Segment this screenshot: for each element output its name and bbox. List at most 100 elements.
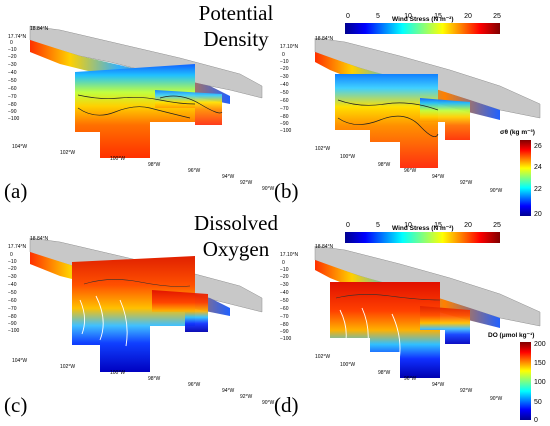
svg-text:−60: −60	[280, 306, 289, 312]
svg-text:−80: −80	[280, 114, 289, 120]
svg-text:92°W: 92°W	[460, 388, 473, 394]
oxygen-colorbar-ticks: 200 150 100 50 0	[534, 341, 546, 424]
lat-label-b1: 18.84°N	[315, 36, 334, 42]
svg-text:−80: −80	[280, 322, 289, 328]
contour-a3	[159, 95, 223, 114]
svg-text:−90: −90	[8, 321, 17, 327]
svg-text:−90: −90	[280, 121, 289, 127]
svg-text:100: 100	[534, 379, 546, 386]
svg-text:94°W: 94°W	[432, 174, 445, 180]
svg-text:−70: −70	[8, 306, 17, 312]
contour-b1	[337, 99, 439, 111]
svg-text:24: 24	[534, 164, 542, 171]
svg-text:25: 25	[493, 13, 501, 20]
svg-text:−80: −80	[8, 102, 17, 108]
oxygen-colorbar-label: DO (μmol kg⁻¹)	[488, 332, 534, 339]
svg-text:−100: −100	[280, 336, 291, 342]
contour-a2	[77, 106, 191, 119]
svg-text:−20: −20	[8, 266, 17, 272]
depth-axis-b: 0 −10 −20 −30 −40 −50 −60 −70 −80 −90 −1…	[280, 52, 291, 134]
wind-ticks-d: 0 5 10 15 20 25	[346, 222, 501, 229]
lat-label-d1: 18.84°N	[315, 244, 334, 250]
svg-text:−30: −30	[8, 62, 17, 68]
panel-label-b: (b)	[274, 179, 299, 203]
svg-text:0: 0	[346, 13, 350, 20]
section-a-main	[75, 64, 195, 158]
svg-text:−80: −80	[8, 314, 17, 320]
svg-text:20: 20	[534, 211, 542, 218]
svg-text:0: 0	[534, 417, 538, 424]
panel-c: 18.84°N 17.74°N 0 −10 −20 −30 −40 −50 −6…	[4, 236, 275, 417]
density-colorbar-label: σθ (kg m⁻³)	[500, 129, 535, 136]
svg-text:−100: −100	[8, 328, 19, 334]
svg-text:10: 10	[404, 13, 412, 20]
title-density: Density	[203, 27, 269, 51]
svg-text:96°W: 96°W	[188, 168, 201, 174]
contour-d1	[339, 307, 401, 367]
svg-text:−70: −70	[8, 94, 17, 100]
svg-text:−60: −60	[8, 86, 17, 92]
section-a-east	[155, 90, 222, 125]
svg-text:−30: −30	[280, 74, 289, 80]
lat-label-c2: 17.74°N	[8, 244, 27, 250]
panel-b: Wind Stress (N m⁻²) 0 5 10 15 20 25 18.8…	[274, 13, 542, 218]
svg-text:−20: −20	[280, 274, 289, 280]
svg-text:100°W: 100°W	[110, 156, 125, 162]
panel-d: Wind Stress (N m⁻²) 0 5 10 15 20 25 18.8…	[274, 222, 546, 424]
panel-label-a: (a)	[4, 179, 27, 203]
svg-text:90°W: 90°W	[262, 186, 275, 192]
density-colorbar	[520, 140, 531, 216]
svg-text:−40: −40	[8, 70, 17, 76]
section-c-east	[152, 290, 208, 332]
svg-text:96°W: 96°W	[404, 376, 417, 382]
contour-c1	[79, 295, 128, 347]
title-potential: Potential	[199, 1, 274, 25]
svg-text:−60: −60	[280, 98, 289, 104]
svg-text:−30: −30	[280, 282, 289, 288]
svg-text:90°W: 90°W	[262, 400, 275, 406]
contour-b2	[337, 115, 439, 137]
svg-text:−50: −50	[8, 78, 17, 84]
svg-text:−20: −20	[280, 66, 289, 72]
oxygen-colorbar	[520, 342, 531, 420]
wind-bar-b	[345, 23, 500, 34]
svg-text:−10: −10	[280, 59, 289, 65]
title-dissolved: Dissolved	[194, 211, 279, 235]
svg-text:0: 0	[10, 252, 13, 258]
svg-text:92°W: 92°W	[460, 180, 473, 186]
svg-text:−50: −50	[8, 290, 17, 296]
svg-text:26: 26	[534, 143, 542, 150]
title-oxygen: Oxygen	[203, 237, 270, 261]
lon-axis-d: 102°W 100°W 98°W 96°W 94°W 92°W 90°W	[315, 354, 503, 402]
svg-text:96°W: 96°W	[188, 382, 201, 388]
svg-text:104°W: 104°W	[12, 144, 27, 150]
svg-text:5: 5	[376, 222, 380, 229]
panel-label-d: (d)	[274, 393, 299, 417]
svg-text:−60: −60	[8, 298, 17, 304]
svg-text:−10: −10	[280, 267, 289, 273]
density-colorbar-ticks: 26 24 22 20	[534, 143, 542, 218]
svg-text:−50: −50	[280, 90, 289, 96]
svg-text:0: 0	[282, 52, 285, 58]
svg-text:−100: −100	[280, 128, 291, 134]
lat-label-a1: 18.84°N	[30, 26, 49, 32]
svg-text:94°W: 94°W	[222, 174, 235, 180]
svg-text:92°W: 92°W	[240, 394, 253, 400]
svg-text:−40: −40	[8, 282, 17, 288]
contour-a1	[77, 94, 196, 105]
svg-text:100°W: 100°W	[340, 154, 355, 160]
svg-text:−40: −40	[280, 82, 289, 88]
svg-text:96°W: 96°W	[404, 168, 417, 174]
svg-text:−20: −20	[8, 54, 17, 60]
svg-text:150: 150	[534, 360, 546, 367]
svg-text:102°W: 102°W	[315, 354, 330, 360]
svg-text:90°W: 90°W	[490, 188, 503, 194]
lon-axis-c: 104°W 102°W 100°W 98°W 96°W 94°W 92°W 90…	[12, 358, 275, 406]
svg-text:22: 22	[534, 186, 542, 193]
contour-d2	[335, 294, 441, 301]
svg-text:102°W: 102°W	[60, 150, 75, 156]
section-d-main	[330, 282, 440, 378]
wind-ticks-b: 0 5 10 15 20 25	[346, 13, 501, 20]
svg-text:0: 0	[346, 222, 350, 229]
